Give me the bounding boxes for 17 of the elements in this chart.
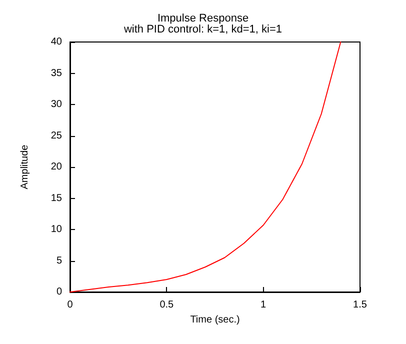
x-tick-label: 1	[260, 300, 267, 310]
x-tick-label: 0.5	[160, 300, 174, 310]
y-tick-label: 30	[50, 99, 62, 110]
y-tick-label: 25	[50, 130, 62, 142]
y-tick-label: 10	[50, 224, 62, 235]
x-tick-label: 0	[67, 300, 74, 310]
y-tick-label: 0	[56, 286, 62, 298]
y-tick-label: 5	[56, 255, 62, 266]
chart-title: Impulse Response	[157, 12, 249, 24]
y-tick-label: 40	[50, 36, 62, 48]
y-tick-label: 35	[50, 68, 62, 79]
y-tick-label: 15	[50, 192, 62, 204]
y-tick-label: 20	[50, 162, 62, 172]
chart-subtitle: with PID control: k=1, kd=1, ki=1	[122, 24, 282, 36]
x-tick-label: 1.5	[353, 300, 368, 310]
x-axis-title: Time (sec.)	[190, 314, 240, 326]
y-axis-title: Amplitude	[20, 144, 30, 190]
